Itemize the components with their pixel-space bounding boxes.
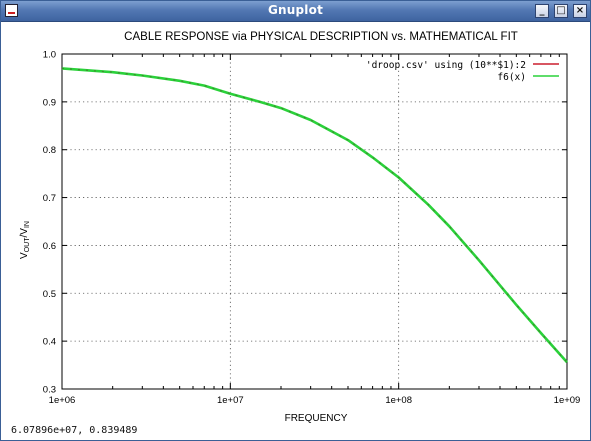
status-readout: 6.07896e+07, 0.839489	[11, 425, 138, 436]
y-axis-label-v1: V	[19, 252, 30, 259]
grid-lines	[62, 54, 567, 389]
y-tick-label: 0.3	[43, 385, 56, 396]
chart-title: CABLE RESPONSE via PHYSICAL DESCRIPTION …	[124, 31, 518, 43]
y-axis-label: VOUT/VIN	[19, 221, 31, 259]
y-axis-label-slash: /V	[19, 228, 30, 238]
title-bar[interactable]: Gnuplot _ □ ×	[1, 1, 590, 22]
y-tick-label: 0.6	[43, 241, 56, 252]
close-button[interactable]: ×	[573, 4, 587, 18]
y-tick-label: 0.4	[43, 337, 56, 348]
y-tick-label: 0.7	[43, 193, 56, 204]
minimize-button[interactable]: _	[535, 4, 549, 18]
series-lines	[61, 67, 568, 364]
plot-area[interactable]: 0.3 0.4 0.5 0.6 0.7 0.8 0.9 1.0 1e+06 1e+07 1e+08 1…	[1, 22, 590, 440]
y-tick-label: 0.5	[43, 289, 56, 300]
legend: 'droop.csv' using (10**$1):2 f6(x)	[366, 60, 559, 83]
series-droop-line	[61, 67, 568, 363]
x-axis-label: FREQUENCY	[285, 413, 348, 424]
x-tick-label: 1e+08	[385, 395, 412, 406]
y-tick-label: 1.0	[43, 50, 56, 61]
y-tick-label: 0.8	[43, 145, 56, 156]
gnuplot-app-icon[interactable]	[5, 4, 18, 17]
axis-ticks: 0.3 0.4 0.5 0.6 0.7 0.8 0.9 1.0 1e+06 1e+07 1e+08 1…	[43, 50, 581, 407]
y-tick-label: 0.9	[43, 97, 56, 108]
x-tick-label: 1e+09	[554, 395, 581, 406]
legend-label-f6: f6(x)	[497, 72, 526, 83]
legend-label-droop: 'droop.csv' using (10**$1):2	[366, 60, 526, 71]
maximize-button[interactable]: □	[554, 4, 568, 18]
x-tick-label: 1e+06	[49, 395, 76, 406]
window-title: Gnuplot	[267, 3, 324, 17]
chart-svg[interactable]: 0.3 0.4 0.5 0.6 0.7 0.8 0.9 1.0 1e+06 1e+07 1e+08 1…	[1, 22, 590, 440]
y-axis-label-in: IN	[24, 221, 31, 228]
x-tick-label: 1e+07	[217, 395, 244, 406]
y-axis-label-out: OUT	[24, 237, 31, 253]
plot-frame	[61, 53, 568, 390]
chart-background	[1, 22, 590, 440]
